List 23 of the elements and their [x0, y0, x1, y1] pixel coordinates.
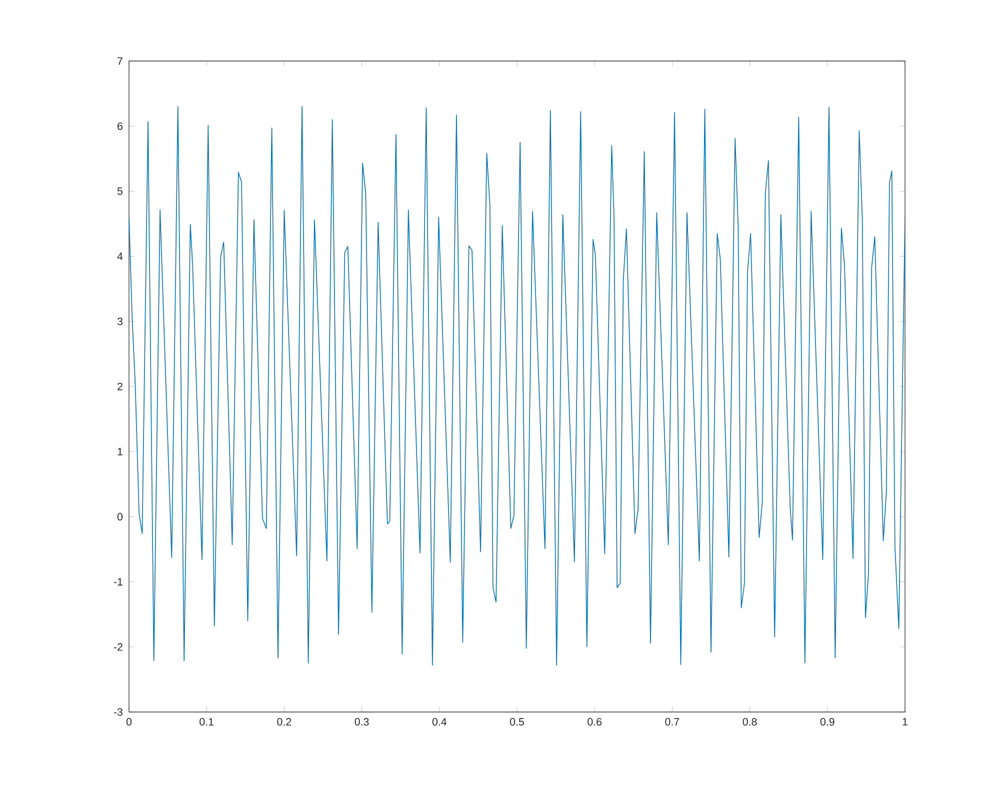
y-tick-label: 7	[118, 57, 122, 65]
x-tick-label: 0.6	[588, 718, 602, 726]
line-series	[129, 106, 906, 666]
x-tick-label: 0.4	[432, 718, 447, 726]
y-tick-label: 5	[117, 187, 122, 195]
y-tick-label: 2	[118, 382, 122, 390]
x-tick-label: 0.9	[820, 718, 834, 726]
y-tick-label: -3	[114, 708, 122, 716]
x-tick-label: 0.7	[665, 718, 680, 726]
y-tick-label: -1	[114, 578, 122, 586]
y-tick-label: 3	[117, 318, 122, 326]
x-tick-label: 0	[126, 718, 132, 726]
x-tick-label: 0.8	[742, 718, 757, 726]
x-tick-label: 0.5	[510, 718, 524, 726]
y-tick-label: 1	[118, 448, 122, 456]
y-tick-label: 4	[117, 252, 123, 260]
y-tick-label: -2	[114, 643, 122, 651]
y-tick-label: 6	[118, 122, 122, 130]
x-tick-label: 0.3	[354, 718, 369, 726]
y-tick-label: 0	[117, 512, 123, 520]
x-tick-label: 0.2	[277, 718, 292, 726]
x-tick-label: 0.1	[200, 718, 214, 726]
x-tick-label: 1	[902, 718, 908, 726]
